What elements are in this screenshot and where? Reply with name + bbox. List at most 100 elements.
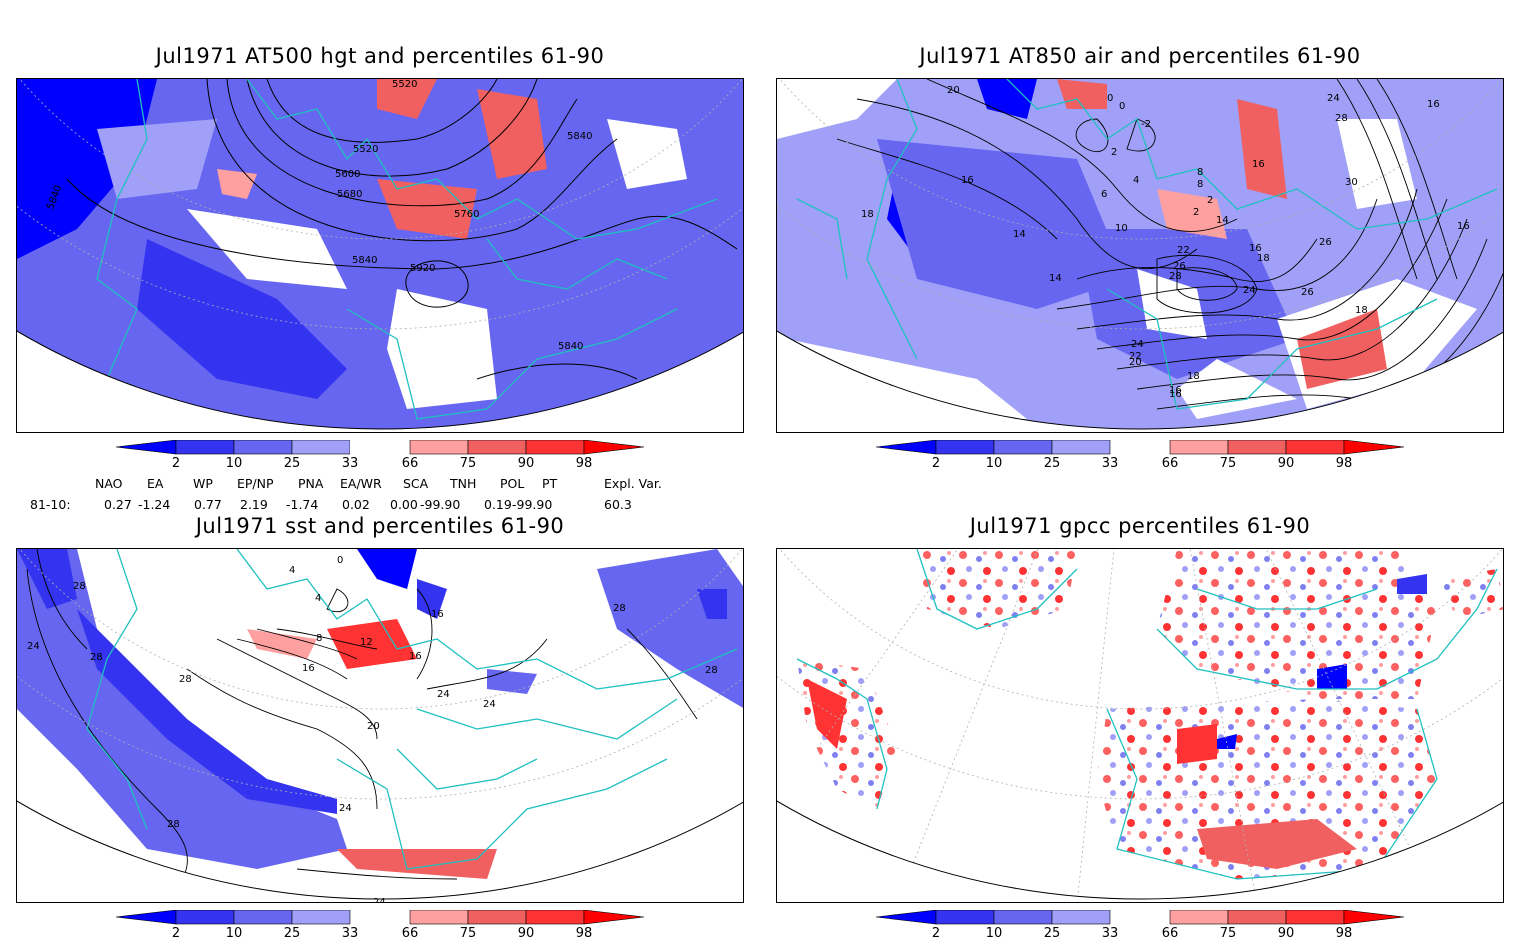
contour-label: 24 <box>1327 93 1340 104</box>
contour-label: 28 <box>179 674 192 685</box>
contour-label: 16 <box>1457 221 1470 232</box>
colorbar-tick: 90 <box>517 926 535 941</box>
contour-label: 18 <box>1187 371 1200 382</box>
map-sst: 28 24 28 28 20 16 12 8 16 16 24 24 24 28… <box>16 548 744 903</box>
contour-label: 24 <box>1243 285 1256 296</box>
contour-label: -2 <box>1141 119 1151 130</box>
panel-title-hgt500: Jul1971 AT500 hgt and percentiles 61-90 <box>155 44 605 68</box>
map-hgt500: 5520 5600 5680 5760 5840 5840 5840 5920 … <box>16 78 744 433</box>
colorbar-tick: 33 <box>341 926 359 941</box>
colorbar-tick: 25 <box>283 456 301 471</box>
tele-value: -1.24 <box>138 497 171 512</box>
contour-label: 0 <box>1119 101 1125 112</box>
contour-label: 5840 <box>352 255 377 266</box>
colorbar-tick: 10 <box>985 456 1003 471</box>
contour-label: 8 <box>1197 179 1203 190</box>
contour-label: 24 <box>483 699 496 710</box>
colorbar-gpcc: 2 10 25 33 66 75 90 98 <box>876 910 1406 946</box>
colorbar-tick: 98 <box>1335 456 1353 471</box>
contour-label: 16 <box>961 175 974 186</box>
tele-value: 0.19 <box>484 497 512 512</box>
colorbar-tick: 66 <box>1161 456 1179 471</box>
contour-label: 20 <box>947 85 960 96</box>
contour-label: 16 <box>1249 243 1262 254</box>
colorbar-tick: 2 <box>171 456 181 471</box>
tele-value: 60.3 <box>604 497 632 512</box>
contour-label: 5760 <box>454 209 479 220</box>
shade-normal <box>187 209 347 289</box>
colorbar-tick: 75 <box>459 456 477 471</box>
colorbar-tick: 33 <box>1101 456 1119 471</box>
tele-value: 0.00 <box>390 497 418 512</box>
contour-label: 24 <box>437 689 450 700</box>
colorbar-tick: 10 <box>225 456 243 471</box>
contour-label: 16 <box>1169 389 1182 400</box>
teleconnection-table: NAO EA WP EP/NP PNA EA/WR SCA TNH POL PT… <box>0 476 760 516</box>
colorbar-tick: 2 <box>171 926 181 941</box>
contour-label: 18 <box>861 209 874 220</box>
contour-label: 12 <box>360 637 373 648</box>
contour-label: 28 <box>167 819 180 830</box>
tele-header: SCA <box>403 476 429 491</box>
contour-label: 5520 <box>392 79 417 90</box>
colorbar-tick: 90 <box>1277 456 1295 471</box>
colorbar-tick: 2 <box>931 926 941 941</box>
colorbar-tick: 33 <box>1101 926 1119 941</box>
tele-value: 0.27 <box>104 497 132 512</box>
tele-header: POL <box>500 476 525 491</box>
contour-label: 16 <box>409 651 422 662</box>
colorbar-tick: 98 <box>1335 926 1353 941</box>
contour-label: 5840 <box>558 341 583 352</box>
colorbar-tick: 90 <box>517 456 535 471</box>
contour-label: 16 <box>1252 159 1265 170</box>
colorbar-tick: 75 <box>1219 926 1237 941</box>
shade-2-10 <box>137 239 347 399</box>
tele-value: 0.77 <box>194 497 222 512</box>
colorbar-tick: 66 <box>401 456 419 471</box>
colorbar-sst: 2 10 25 33 66 75 90 98 <box>116 910 646 946</box>
contour-label: 10 <box>1115 223 1128 234</box>
colorbar-tick: 25 <box>1043 456 1061 471</box>
tele-value: -99.90 <box>512 497 553 512</box>
contour-label: 16 <box>431 609 444 620</box>
contour-label: 14 <box>1216 215 1229 226</box>
colorbar-tick: 90 <box>1277 926 1295 941</box>
contour-label: 28 <box>1169 271 1182 282</box>
contour-label: 16 <box>302 663 315 674</box>
contour-label: 28 <box>90 652 103 663</box>
contour-label: 20 <box>367 721 380 732</box>
contour-label: 28 <box>73 581 86 592</box>
colorbar-tick: 66 <box>1161 926 1179 941</box>
contour-label: 24 <box>339 803 352 814</box>
colorbar-tick: 10 <box>985 926 1003 941</box>
contour-label: 22 <box>1129 351 1142 362</box>
contour-label: 26 <box>1301 287 1314 298</box>
contour-label: 5680 <box>337 189 362 200</box>
contour-label: 8 <box>1197 167 1203 178</box>
tele-header: NAO <box>95 476 123 491</box>
tele-header: Expl. Var. <box>604 476 662 491</box>
contour-label: 24 <box>27 641 40 652</box>
contour-label: 28 <box>1335 113 1348 124</box>
contour-label: 14 <box>1049 273 1062 284</box>
tele-header: WP <box>193 476 213 491</box>
contour-label: 8 <box>316 633 322 644</box>
colorbar-tick: 33 <box>341 456 359 471</box>
contour-label: 5840 <box>567 131 592 142</box>
tele-header: PT <box>542 476 558 491</box>
tele-header: TNH <box>450 476 477 491</box>
shade-normal <box>387 289 497 409</box>
shade-75-90 <box>377 79 437 119</box>
coastlines <box>96 79 718 420</box>
panel-title-gpcc: Jul1971 gpcc percentiles 61-90 <box>969 514 1311 538</box>
shade-lt2 <box>17 79 157 259</box>
colorbar-air850: 2 10 25 33 66 75 90 98 <box>876 440 1406 476</box>
colorbar-tick: 10 <box>225 926 243 941</box>
contour-label: 28 <box>613 603 626 614</box>
shade-66-75 <box>217 169 257 199</box>
contour-label: 26 <box>1173 261 1186 272</box>
map-hgt500-svg: 5520 5600 5680 5760 5840 5840 5840 5920 … <box>17 79 743 430</box>
contour-label: 5600 <box>335 169 360 180</box>
contour-label: 20 <box>1129 357 1142 368</box>
contour-label: 18 <box>1355 305 1368 316</box>
